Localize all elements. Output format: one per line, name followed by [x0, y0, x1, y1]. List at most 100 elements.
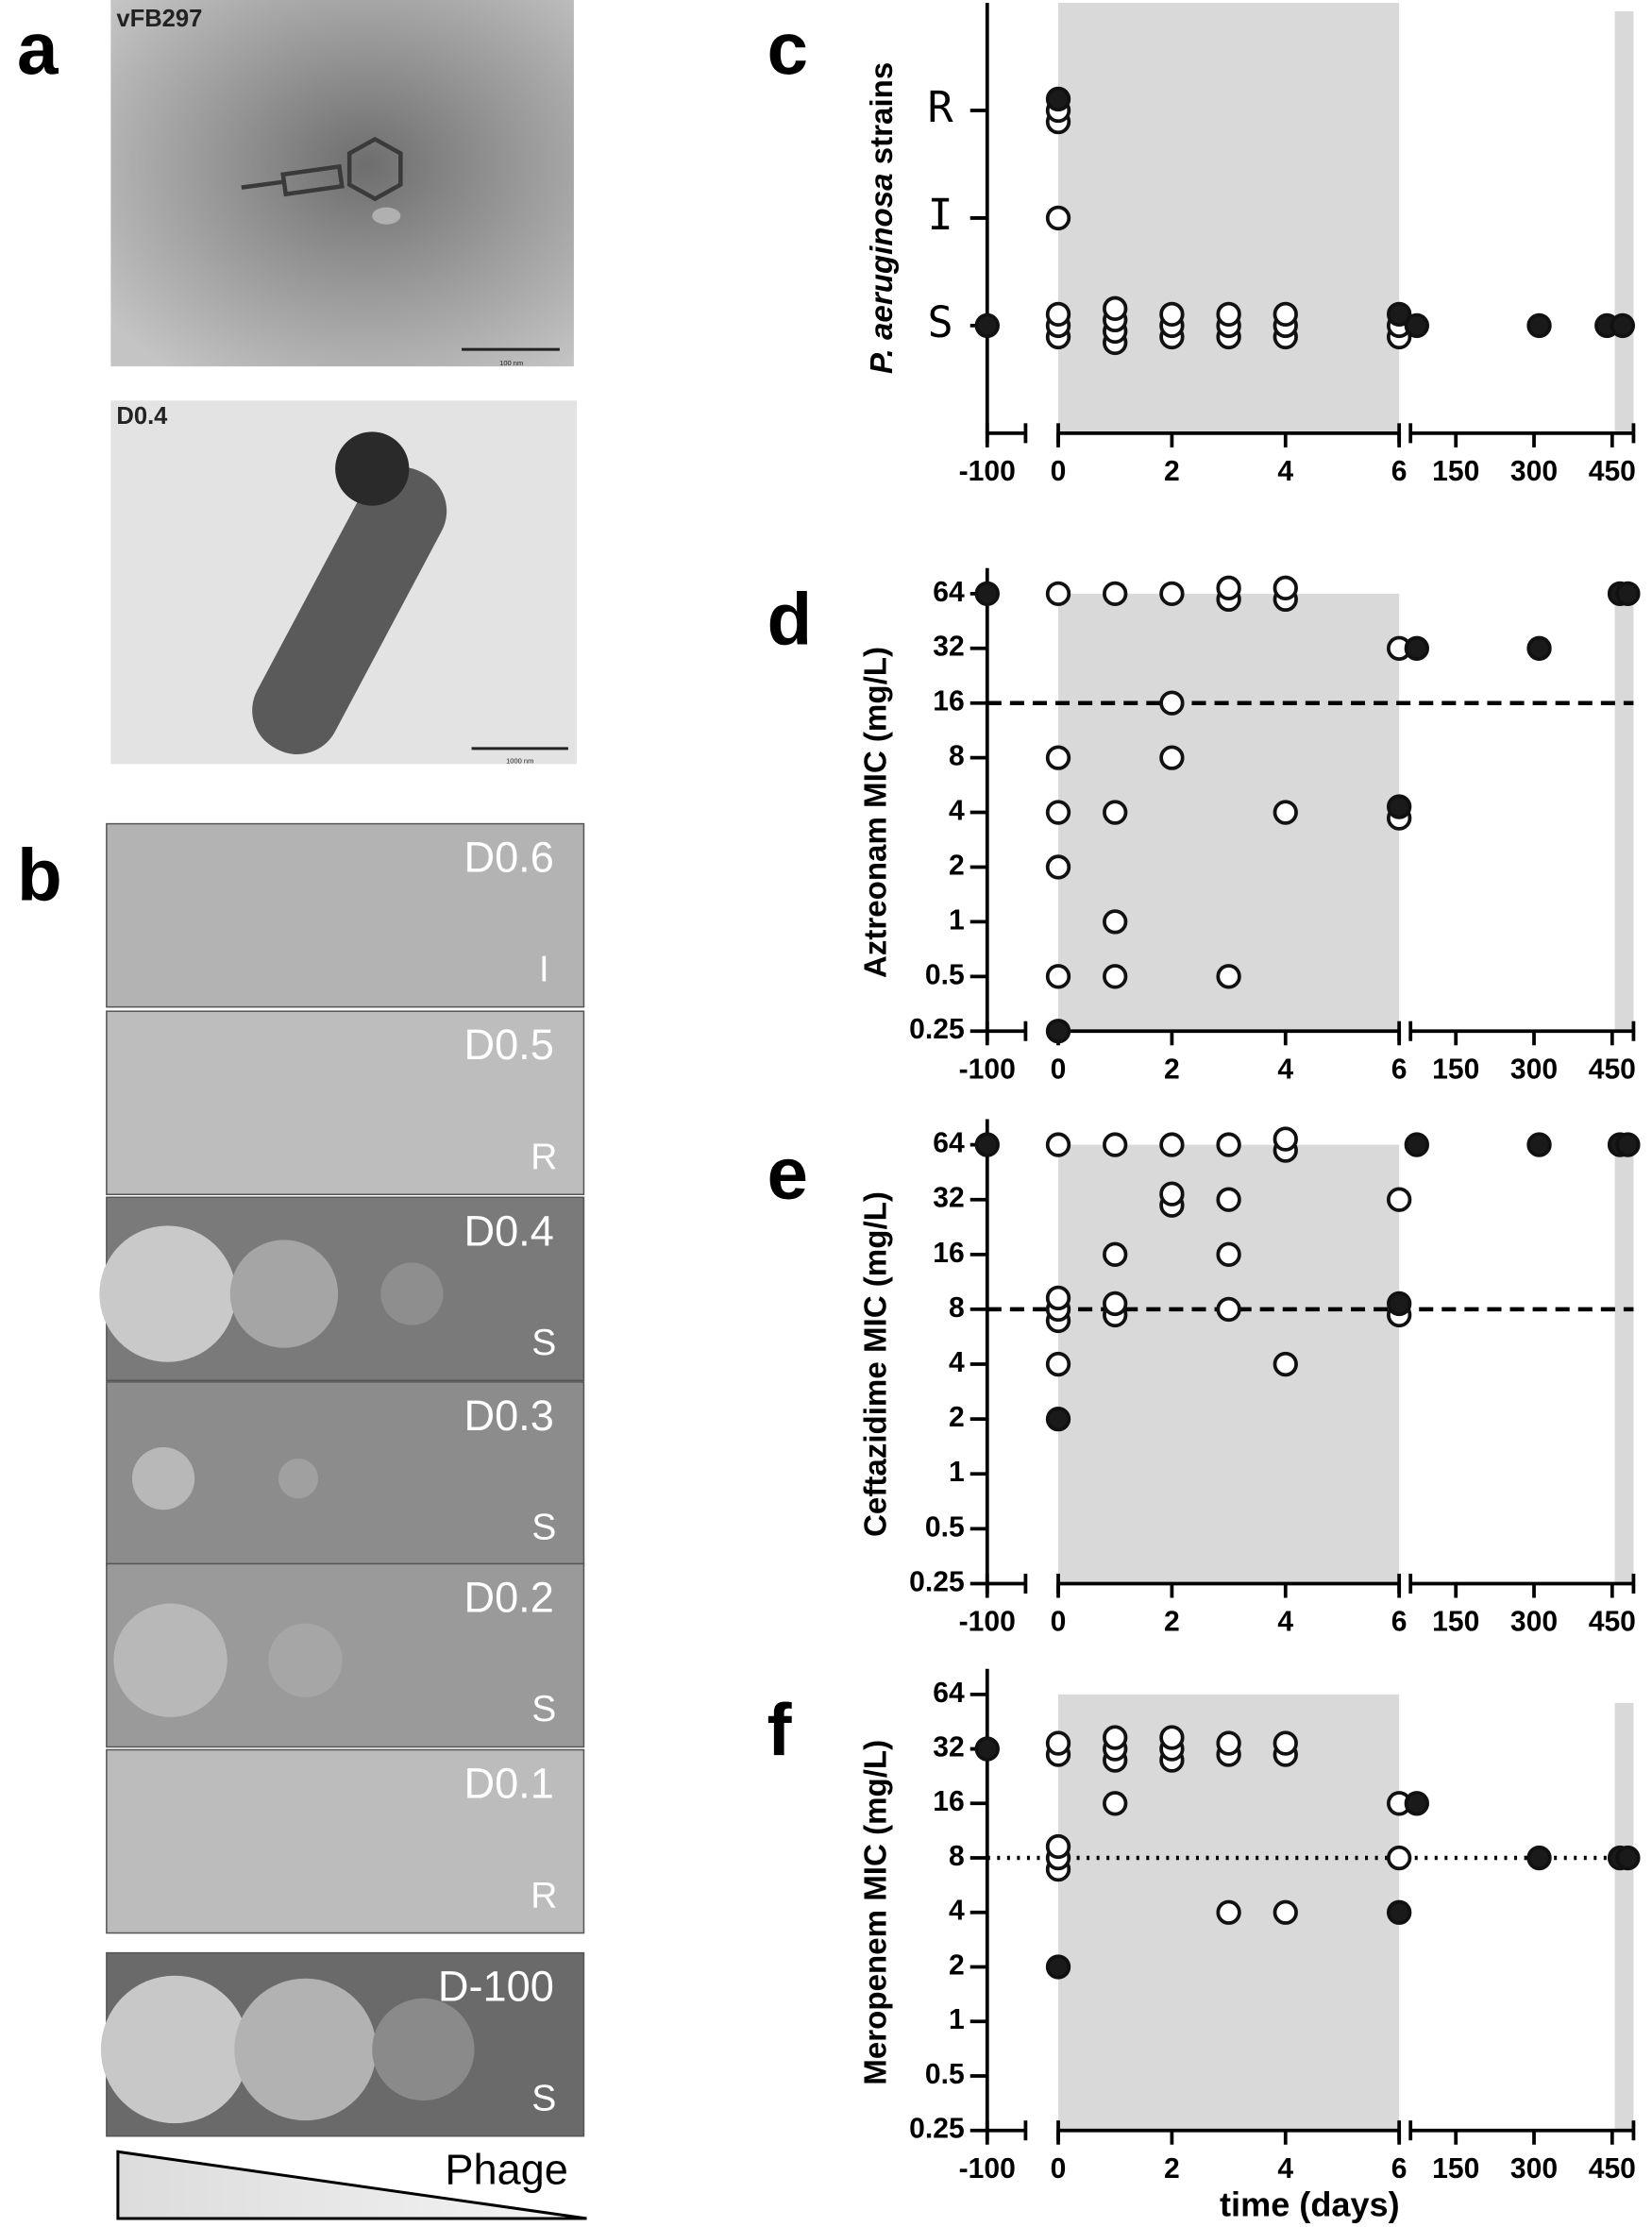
y-axis-label: Ceftazidime MIC (mg/L) — [859, 1191, 894, 1537]
open-point — [1103, 1291, 1128, 1317]
y-tick-label: 8 — [949, 741, 965, 772]
open-point — [1045, 1833, 1071, 1860]
y-tick-label: R — [927, 82, 953, 132]
plaque-spot — [372, 1998, 475, 2101]
shaded-region — [1614, 601, 1634, 1032]
y-tick-label: 0.5 — [925, 959, 965, 990]
plate-label: D0.2 — [464, 1573, 554, 1621]
scale-bar-label: 1000 nm — [506, 756, 533, 765]
x-tick-label: 300 — [1510, 2153, 1558, 2185]
open-point — [1386, 1845, 1412, 1871]
x-tick-label: 0 — [1051, 1054, 1067, 1085]
open-point — [1045, 964, 1071, 989]
open-point — [1273, 1126, 1298, 1152]
x-tick-label: 2 — [1164, 456, 1180, 487]
open-point — [1103, 1725, 1128, 1750]
y-tick-label: 1 — [949, 1457, 965, 1488]
open-point — [1273, 1730, 1298, 1756]
x-tick-label: 2 — [1164, 2153, 1180, 2185]
plaque-spot — [100, 1975, 249, 2124]
x-tick-label: -100 — [959, 1607, 1016, 1638]
y-tick-label: 64 — [933, 1678, 965, 1709]
open-point — [1273, 1351, 1298, 1377]
y-tick-label: 1 — [949, 2004, 965, 2035]
shaded-region — [1614, 1153, 1634, 1584]
y-tick-label: 0.25 — [909, 1014, 965, 1045]
filled-point — [974, 1736, 1000, 1762]
y-tick-label: 4 — [949, 1347, 965, 1378]
x-tick-label: 6 — [1391, 456, 1408, 487]
y-tick-label: 0.25 — [909, 2114, 965, 2145]
y-tick-label: 2 — [949, 1949, 965, 1981]
plate-label: D0.3 — [464, 1392, 554, 1440]
filled-point — [974, 312, 1000, 339]
x-tick-label: 450 — [1589, 2153, 1636, 2185]
filled-point — [1386, 1291, 1412, 1317]
x-tick-label: 450 — [1589, 1054, 1636, 1085]
plate-phenotype: S — [531, 2078, 556, 2118]
y-tick-label: 32 — [933, 1732, 964, 1763]
plaque-spot — [113, 1603, 228, 1717]
plaque-spot — [229, 1240, 339, 1348]
filled-point — [1610, 312, 1636, 339]
x-tick-label: 4 — [1277, 1607, 1293, 1638]
open-point — [1045, 581, 1071, 607]
panel-label: b — [17, 833, 62, 916]
open-point — [1216, 1899, 1241, 1925]
open-point — [1045, 1132, 1071, 1157]
micrograph-label: vFB297 — [116, 6, 202, 32]
plate-label: D-100 — [438, 1963, 554, 2011]
filled-point — [1045, 86, 1071, 112]
shaded-region — [1058, 1144, 1400, 1584]
plate-phenotype: S — [531, 1689, 556, 1729]
open-point — [1216, 1132, 1241, 1157]
plaque-spot — [268, 1623, 343, 1697]
y-axis-label-part: P. aeruginosa — [865, 173, 900, 374]
panel-label: e — [767, 1131, 809, 1214]
y-tick-label: 0.5 — [925, 1511, 965, 1543]
plate-label: D0.6 — [464, 834, 554, 882]
y-tick-label: 32 — [933, 632, 964, 663]
plate-label: D0.4 — [464, 1206, 554, 1255]
plate-phenotype: S — [531, 1323, 556, 1363]
filled-point — [1386, 794, 1412, 819]
filled-point — [1526, 635, 1552, 661]
open-point — [1045, 1730, 1071, 1756]
y-tick-label: 64 — [933, 577, 965, 608]
phage-drawing — [241, 136, 403, 202]
x-tick-label: 4 — [1277, 1054, 1293, 1085]
y-tick-label: 4 — [949, 1896, 965, 1927]
y-axis-label: P. aeruginosa strains — [865, 62, 900, 374]
y-tick-label: 16 — [933, 1786, 964, 1817]
y-tick-label: 32 — [933, 1183, 964, 1214]
filled-point — [1526, 1132, 1552, 1157]
open-point — [1045, 800, 1071, 825]
plaque-spot — [131, 1447, 195, 1510]
y-tick-label: 16 — [933, 1238, 964, 1269]
x-tick-label: 6 — [1391, 2153, 1408, 2185]
open-point — [1216, 964, 1241, 989]
y-tick-label: S — [927, 297, 952, 347]
x-tick-label: 300 — [1510, 1607, 1558, 1638]
plate — [106, 1010, 585, 1196]
filled-point — [1404, 1132, 1429, 1157]
x-tick-label: 0 — [1051, 2153, 1067, 2185]
open-point — [1045, 1351, 1071, 1377]
x-tick-label: 450 — [1589, 1607, 1636, 1638]
plate-phenotype: R — [531, 1137, 557, 1177]
x-axis-label: time (days) — [1220, 2185, 1400, 2223]
open-point — [1045, 205, 1071, 231]
plaque-spot — [380, 1262, 444, 1325]
x-tick-label: -100 — [959, 456, 1016, 487]
x-tick-label: 4 — [1277, 2153, 1293, 2185]
shaded-region — [1614, 1702, 1634, 2131]
x-tick-label: 4 — [1277, 456, 1293, 487]
plate — [106, 822, 585, 1008]
y-tick-label: 8 — [949, 1841, 965, 1872]
scale-bar-label: 100 nm — [499, 359, 523, 367]
plate-label: D0.5 — [464, 1021, 554, 1069]
debris — [372, 207, 401, 225]
filled-point — [1615, 581, 1641, 607]
gradient-label: Phage — [445, 2146, 567, 2194]
plate-phenotype: R — [531, 1875, 557, 1915]
